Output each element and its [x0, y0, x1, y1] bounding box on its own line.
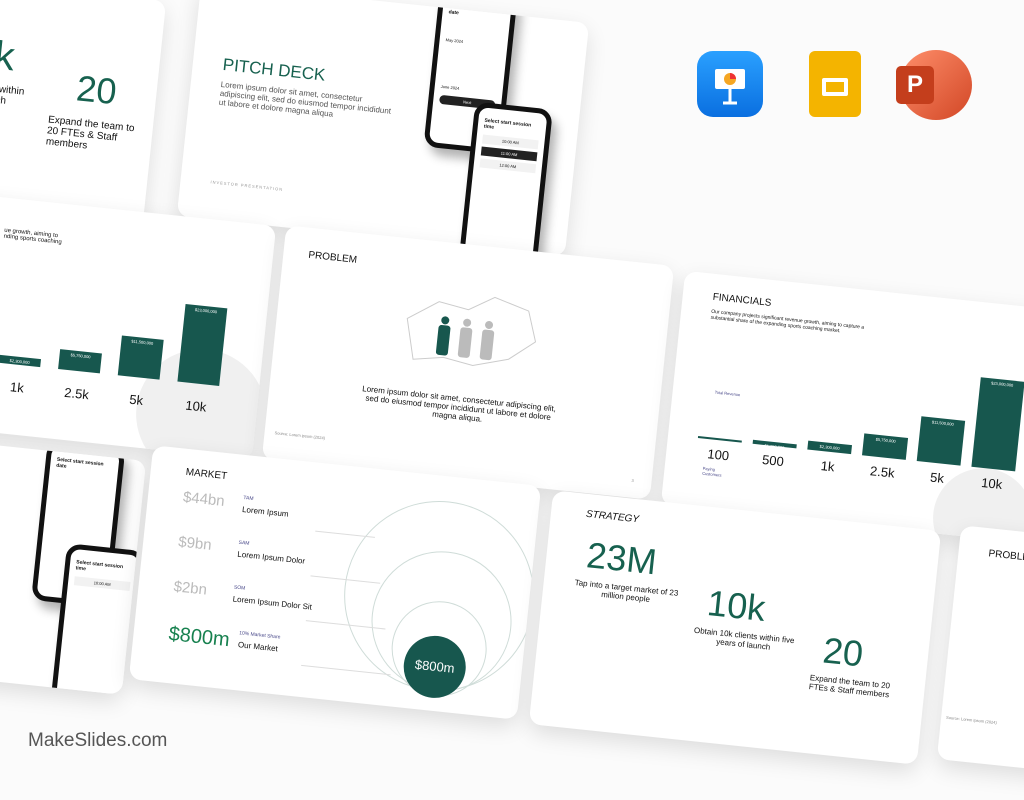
page-number: 3	[631, 477, 635, 483]
stat-value: 23M	[584, 534, 659, 583]
revenue-bar: $11,500,000	[916, 416, 966, 466]
fin-partial-desc: ue growth, aiming to nding sports coachi…	[3, 227, 62, 246]
market-tag: SAM	[238, 539, 250, 547]
slide-problem[interactable]: PROBLEM Lorem ipsum dolor sit amet, cons…	[261, 225, 675, 500]
slide-market[interactable]: MARKET $800m $44bn TAM Lorem Ipsum $9bn SAM L…	[128, 445, 542, 720]
phone-title: Select start session date	[55, 456, 104, 470]
bar: $11,500,000	[117, 335, 164, 380]
market-label: Lorem Ipsum Dolor Sit	[232, 594, 313, 612]
revenue-bar: $2,300,000	[807, 440, 853, 455]
financials-body: Our company projects significant revenue…	[710, 308, 865, 335]
bar: $2,300,000	[0, 354, 42, 368]
powerpoint-icon: P	[896, 50, 972, 120]
market-tag: TAM	[243, 494, 254, 503]
stat-20-desc: Expand the team to 20 FTEs & Staff membe…	[45, 114, 135, 152]
slide-financials[interactable]: FINANCIALS Our company projects signific…	[660, 270, 1024, 545]
market-title: MARKET	[185, 466, 228, 483]
problem-title: PROBLEM	[307, 249, 358, 266]
customer-label: 2.5k	[869, 463, 896, 481]
revenue-bar: $1,150,000	[752, 439, 797, 450]
market-label: Lorem Ipsum	[241, 504, 290, 519]
bar-label: $2,300,000	[819, 443, 840, 451]
stat-value: 10k	[705, 582, 768, 629]
bar-label: $5,750,000	[875, 436, 896, 444]
customer-label: 1k	[820, 458, 836, 475]
slide-strategy[interactable]: STRATEGY 23M Tap into a target market of…	[528, 490, 942, 765]
market-value: $9bn	[177, 533, 213, 554]
paying-customers-label: Paying Customers	[702, 465, 722, 478]
problem-source: Source: Lorem ipsum (2024)	[274, 430, 326, 441]
slide-pitch-deck[interactable]: PITCH DECK Lorem ipsum dolor sit amet, c…	[176, 0, 590, 257]
customer-label: 100	[706, 446, 730, 464]
revenue-bar: $5,750,000	[862, 432, 909, 460]
pitch-body: Lorem ipsum dolor sit amet, consectetur …	[218, 79, 392, 119]
month-label: June 2024	[440, 83, 460, 91]
stat-desc: Expand the team to 20 FTEs & Staff membe…	[808, 673, 891, 700]
bar-label: $1,150,000	[764, 442, 785, 450]
bar: $5,750,000	[58, 349, 102, 374]
pitch-footer: INVESTOR PRESENTATION	[210, 179, 284, 192]
customer-label: 500	[761, 451, 785, 470]
market-value: $2bn	[172, 578, 208, 599]
keynote-icon	[697, 51, 763, 117]
brand-watermark: MakeSlides.com	[28, 730, 168, 751]
time-option: 10:00 AM	[73, 576, 131, 591]
stat-20: 20	[74, 67, 119, 113]
time-option: 12:00 AM	[479, 158, 537, 174]
strategy-title: STRATEGY	[585, 508, 640, 526]
slide-problem-partial[interactable]: PROBLEM Source: Lorem Ipsum (2024)	[936, 525, 1024, 800]
stat-value: 20	[821, 629, 866, 675]
stat-desc: Tap into a target market of 23 million p…	[574, 578, 679, 604]
market-label: Lorem Ipsum Dolor	[236, 549, 306, 566]
market-label: Our Market	[237, 640, 279, 654]
bar-label: $23,000,000	[990, 380, 1014, 388]
revenue-bar: $23,000,000	[971, 377, 1024, 472]
market-tag: 10% Market Share	[238, 630, 281, 641]
google-slides-icon	[809, 51, 861, 117]
bar-label: $11,500,000	[931, 419, 954, 427]
slide-phone-partial[interactable]: Select start session date Select start s…	[0, 420, 147, 695]
stat-partial: k	[0, 33, 17, 80]
market-value: $800m	[167, 622, 231, 652]
market-tag: SOM	[233, 584, 246, 592]
financials-title: FINANCIALS	[712, 291, 772, 309]
total-revenue-label: Total Revenue	[714, 389, 741, 398]
phone-mockup-time: Select start session time 10:00 AM 11:00…	[458, 101, 553, 257]
phone-title: Select start session time	[75, 559, 124, 573]
stat-desc: Obtain 10k clients within five years of …	[693, 625, 795, 652]
stat-desc-partial: s within nch	[0, 84, 25, 107]
revenue-bar: $230,000	[697, 436, 742, 446]
x-label: 2.5k	[63, 384, 90, 403]
phone-title: Select start session time	[483, 117, 532, 131]
market-value: $44bn	[182, 488, 226, 510]
customer-label: 5k	[929, 469, 945, 486]
problem-title: PROBLEM	[987, 548, 1024, 565]
bar: $23,000,000	[177, 303, 228, 386]
slide-financials-partial[interactable]: ue growth, aiming to nding sports coachi…	[0, 185, 277, 460]
map-people-illustration	[406, 296, 537, 367]
x-label: 1k	[9, 379, 25, 396]
problem-source: Source: Lorem Ipsum (2024)	[945, 714, 998, 726]
